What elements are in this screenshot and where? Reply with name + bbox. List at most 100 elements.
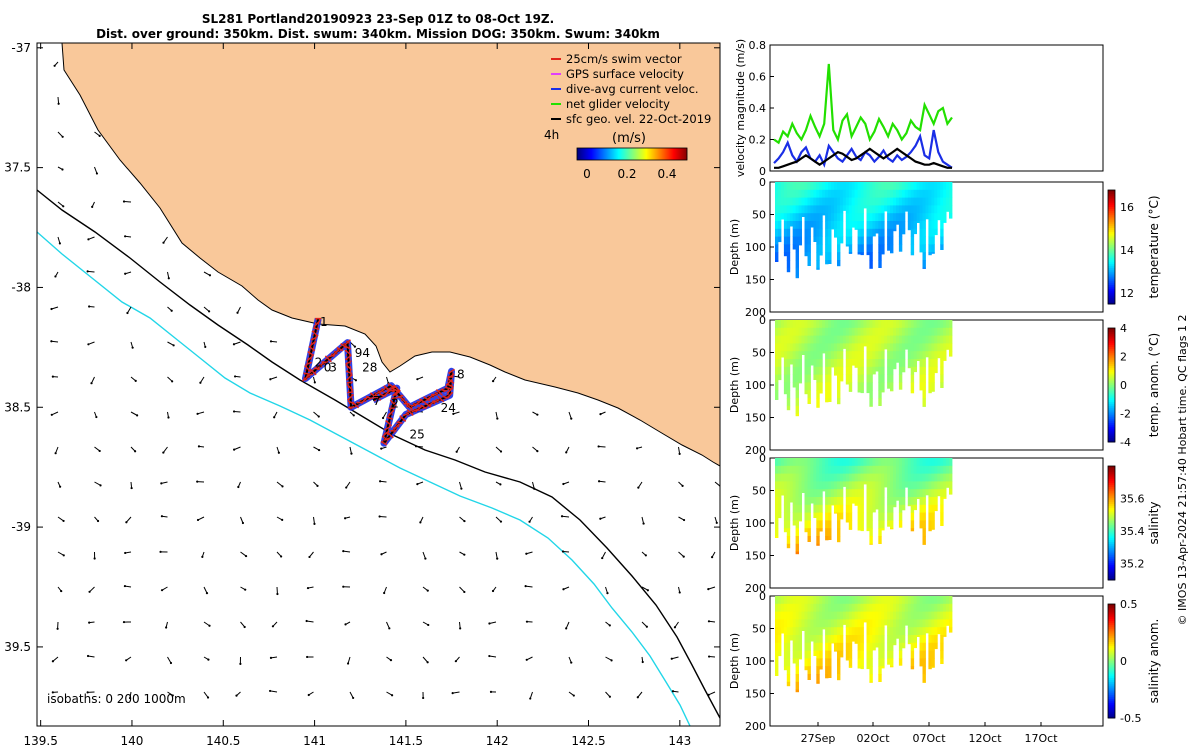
section-cell [922, 244, 926, 253]
waypoint-label: 3 [329, 360, 337, 374]
current-arrow-head [269, 340, 273, 343]
current-arrow-head [172, 344, 175, 347]
section-cell [783, 642, 788, 651]
section-cell [816, 335, 820, 344]
section-cell [898, 221, 903, 230]
section-cell [884, 197, 888, 206]
section-colorbar-cell [1108, 643, 1115, 647]
section-cell [887, 650, 891, 659]
section-colorbar-cell [1108, 657, 1115, 660]
section-cell [893, 481, 897, 490]
section-cell [881, 221, 885, 230]
section-colorbar-cell [1108, 636, 1115, 639]
section-cell [842, 327, 847, 336]
section-cell [837, 497, 841, 506]
section-cell [887, 497, 891, 506]
section-cell [896, 603, 900, 612]
current-arrow-head [499, 520, 503, 523]
section-colorbar-cell [1108, 570, 1115, 573]
section-cell [893, 627, 897, 636]
colorbar-cell [581, 148, 583, 160]
section-colorbar-cell [1108, 381, 1115, 384]
section-cell [916, 197, 920, 206]
section-colorbar-cell [1108, 609, 1115, 613]
section-cell [881, 520, 885, 529]
section-cell [890, 351, 894, 360]
section-cell [946, 611, 950, 620]
section-cell [866, 658, 870, 667]
section-cell [857, 213, 861, 222]
section-cell [913, 359, 917, 368]
section-colorbar-cell [1108, 229, 1115, 233]
section-cell [896, 619, 900, 628]
section-colorbar-cell [1108, 500, 1115, 503]
section-cell [866, 244, 870, 253]
section-cell [783, 481, 788, 490]
current-arrow-head [682, 518, 686, 522]
section-colorbar-cell [1108, 430, 1115, 433]
section-cell [795, 390, 799, 399]
colorbar-side-label: 4h [544, 128, 559, 142]
current-arrow-head [499, 483, 502, 486]
section-cell [919, 205, 923, 214]
section-colorbar-cell [1108, 526, 1115, 530]
section-cell [816, 611, 820, 620]
colorbar-cell [683, 148, 685, 160]
section-cell [813, 182, 817, 191]
current-arrow-head [636, 696, 639, 699]
section-cell [928, 650, 932, 659]
waypoint-label: 2 [391, 396, 399, 410]
waypoint-label: 8 [457, 368, 465, 382]
section-cell [907, 489, 912, 498]
section-cell [898, 343, 903, 352]
section-cell [834, 627, 838, 636]
section-colorbar-cell [1108, 400, 1115, 403]
section-cell [848, 627, 853, 636]
section-cell [848, 650, 853, 659]
section-cell [825, 320, 829, 329]
section-cell [825, 236, 829, 245]
current-arrow-head [342, 585, 345, 588]
section-cell [922, 366, 926, 375]
section-cell [901, 359, 906, 368]
section-cell [887, 465, 891, 474]
section-cell [816, 374, 820, 383]
section-cell [922, 327, 926, 336]
swim-vector [303, 372, 310, 375]
colorbar-cell [587, 148, 589, 160]
section-cell [816, 650, 820, 659]
section-cell [884, 473, 888, 482]
section-cell [901, 611, 906, 620]
section-cell [822, 596, 826, 605]
section-cell [869, 327, 873, 336]
section-cell [789, 213, 794, 222]
section-cell [839, 359, 844, 368]
section-cell [810, 627, 814, 636]
section-cell [816, 221, 820, 230]
section-cell [837, 536, 841, 543]
section-cell [778, 351, 782, 360]
swim-vector [304, 365, 312, 372]
section-cell [795, 228, 799, 237]
section-cell [881, 359, 885, 368]
section-cell [949, 327, 953, 336]
section-colorbar-cell [1108, 239, 1115, 242]
section-cell [922, 182, 926, 191]
section-cell [916, 359, 920, 361]
section-colorbar-cell [1108, 607, 1115, 611]
section-cell [795, 481, 799, 490]
section-cell [819, 666, 823, 670]
section-cell [807, 382, 811, 391]
swim-vector [313, 320, 321, 328]
section-colorbar-cell [1108, 685, 1115, 689]
section-cell [816, 213, 820, 222]
current-arrow-head [61, 135, 64, 138]
section-cell [890, 244, 894, 253]
section-cell [934, 627, 938, 636]
section-cell [848, 512, 853, 521]
section-cell [819, 481, 823, 490]
current-arrow-head [130, 486, 133, 490]
section-cell [801, 343, 805, 352]
section-cell [860, 382, 864, 391]
colorbar-cell [614, 148, 616, 160]
